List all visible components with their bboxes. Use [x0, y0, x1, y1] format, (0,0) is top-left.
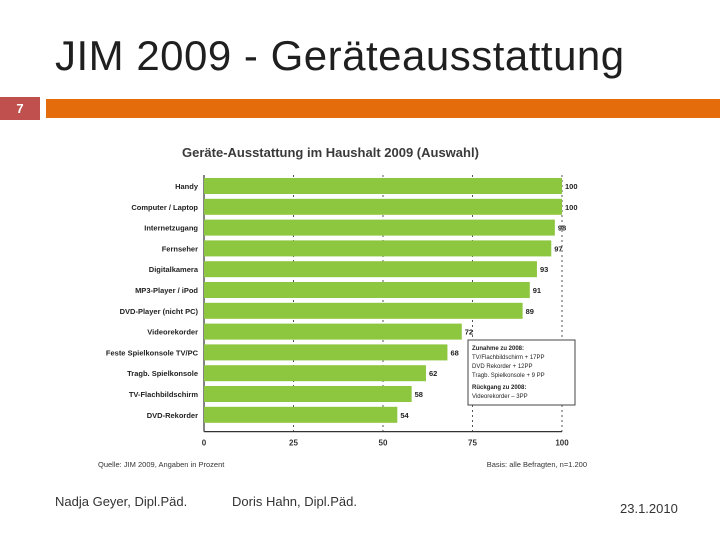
bar-9	[204, 365, 426, 382]
bar-0	[204, 178, 562, 194]
category-label-0: Handy	[175, 182, 199, 191]
category-label-5: MP3-Player / iPod	[135, 286, 198, 295]
chart-svg: Geräte-Ausstattung im Haushalt 2009 (Aus…	[98, 138, 590, 472]
annotation-line-1: TV/Flachbildschirm + 17PP	[472, 355, 545, 361]
category-label-7: Videorekorder	[147, 328, 198, 337]
annotation-line-4: Rückgang zu 2008:	[472, 385, 526, 391]
value-label-8: 68	[450, 348, 458, 357]
value-label-4: 93	[540, 265, 548, 274]
bar-3	[204, 240, 552, 257]
value-label-6: 89	[526, 307, 534, 316]
annotation-line-0: Zunahme zu 2008:	[472, 346, 524, 352]
value-label-1: 100	[565, 203, 578, 212]
chart-title: Geräte-Ausstattung im Haushalt 2009 (Aus…	[182, 145, 479, 160]
value-label-2: 98	[558, 224, 566, 233]
bar-10	[204, 386, 412, 402]
category-label-9: Tragb. Spielkonsole	[127, 369, 198, 378]
annotation-line-3: Tragb. Spielkonsole + 9 PP	[472, 373, 545, 379]
slide-number: 7	[0, 97, 40, 120]
annotation-line-5: Videorekorder – 3PP	[472, 394, 528, 400]
chart: Geräte-Ausstattung im Haushalt 2009 (Aus…	[95, 138, 595, 473]
x-tick-label-100: 100	[555, 439, 569, 448]
footer-author-1: Nadja Geyer, Dipl.Päd.	[55, 494, 188, 509]
category-label-3: Fernseher	[162, 244, 198, 253]
value-label-11: 54	[400, 411, 409, 420]
bar-8	[204, 344, 448, 361]
x-tick-label-25: 25	[289, 439, 298, 448]
bar-5	[204, 282, 530, 298]
category-label-6: DVD-Player (nicht PC)	[120, 307, 199, 316]
bar-2	[204, 219, 555, 236]
accent-bar	[46, 99, 720, 118]
annotation-line-2: DVD Rekorder + 12PP	[472, 364, 533, 370]
bar-4	[204, 261, 537, 278]
category-label-8: Feste Spielkonsole TV/PC	[106, 348, 199, 357]
x-tick-label-75: 75	[468, 439, 477, 448]
chart-basis: Basis: alle Befragten, n=1.200	[487, 460, 587, 469]
category-label-10: TV-Flachbildschirm	[129, 390, 199, 399]
value-label-3: 97	[554, 244, 562, 253]
bar-1	[204, 198, 562, 215]
chart-source: Quelle: JIM 2009, Angaben in Prozent	[98, 460, 225, 469]
category-label-2: Internetzugang	[144, 224, 198, 233]
value-label-9: 62	[429, 369, 437, 378]
footer-date: 23.1.2010	[620, 501, 678, 516]
slide-title: JIM 2009 - Geräteausstattung	[55, 32, 625, 79]
bar-7	[204, 323, 462, 340]
value-label-0: 100	[565, 182, 578, 191]
bar-11	[204, 406, 398, 423]
category-label-11: DVD-Rekorder	[147, 411, 198, 420]
category-label-4: Digitalkamera	[149, 265, 199, 274]
annotation-box	[467, 339, 576, 406]
value-label-5: 91	[533, 286, 541, 295]
footer-author-2: Doris Hahn, Dipl.Päd.	[232, 494, 357, 509]
category-label-1: Computer / Laptop	[131, 203, 198, 212]
value-label-10: 58	[415, 390, 423, 399]
x-tick-label-0: 0	[202, 439, 207, 448]
x-tick-label-50: 50	[379, 439, 388, 448]
value-label-7: 72	[465, 328, 473, 337]
bar-6	[204, 302, 523, 319]
